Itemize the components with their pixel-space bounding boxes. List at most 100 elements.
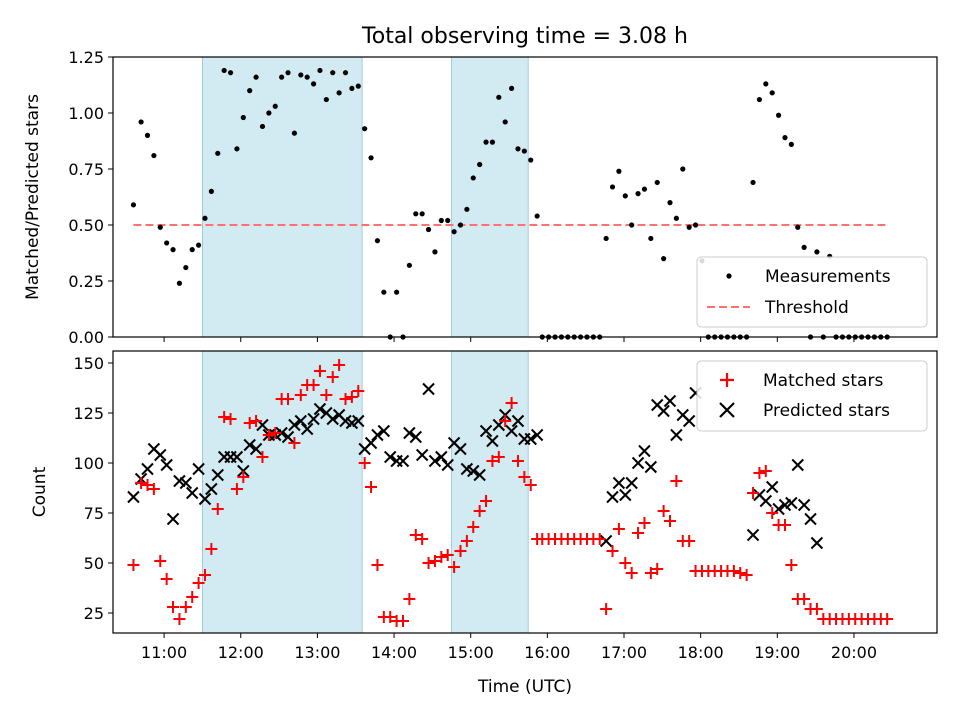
predicted-star-point: [804, 512, 817, 526]
matched-star-point: [612, 523, 625, 535]
predicted-star-point: [281, 430, 295, 444]
chart-title: Total observing time = 3.08 h: [361, 24, 688, 49]
predicted-star-point: [428, 454, 442, 468]
measurement-point: [406, 262, 412, 268]
measurement-point: [814, 249, 820, 255]
predicted-star-point: [638, 444, 651, 458]
predicted-star-point: [294, 414, 308, 428]
measurement-point: [763, 81, 769, 87]
x-tick-label: 15:00: [448, 643, 494, 662]
matched-star-point: [505, 397, 518, 409]
matched-star-point: [593, 533, 606, 545]
x-tick-label: 17:00: [601, 643, 647, 662]
count-y-tick-label: 75: [84, 504, 104, 523]
measurement-point: [496, 94, 502, 100]
matched-star-point: [759, 465, 772, 477]
matched-star-point: [365, 481, 378, 493]
measurement-point: [508, 85, 515, 91]
measurement-point: [342, 70, 349, 76]
measurement-point: [470, 175, 476, 181]
ratio-y-axis-label: Matched/Predicted stars: [23, 94, 43, 300]
measurement-point: [464, 206, 470, 212]
measurement-point: [629, 222, 635, 228]
matched-star-point: [154, 555, 167, 567]
measurement-point: [336, 90, 342, 96]
matched-star-point: [141, 479, 154, 491]
predicted-star-point: [352, 414, 365, 428]
matched-star-point: [881, 613, 894, 625]
x-tick-label: 12:00: [218, 643, 264, 662]
measurement-point: [279, 74, 285, 80]
predicted-star-point: [791, 458, 804, 472]
measurement-point: [750, 179, 756, 186]
predicted-star-point: [612, 476, 626, 490]
matched-star-point: [734, 567, 747, 579]
ratio-y-tick-label: 0.25: [68, 272, 104, 291]
matched-star-point: [657, 505, 670, 517]
measurement-point: [782, 135, 788, 141]
ratio-legend: Measurements Threshold: [696, 256, 928, 328]
predicted-star-point: [473, 468, 486, 482]
predicted-star-point: [198, 492, 212, 506]
measurement-point: [157, 224, 163, 230]
matched-star-point: [422, 557, 435, 569]
count-y-tick-label: 100: [73, 454, 104, 473]
predicted-star-point: [797, 498, 811, 512]
matched-star-point: [416, 533, 429, 545]
matched-star-point: [282, 393, 295, 405]
count-x-axis: 11:00 12:00 13:00 14:00 15:00 16:00 17:00 18:00…: [141, 633, 877, 662]
matched-star-point: [135, 477, 148, 489]
matched-star-point: [460, 535, 473, 547]
matched-star-point: [638, 517, 651, 529]
measurement-point: [457, 222, 464, 228]
measurement-point: [355, 83, 361, 89]
matched-star-point: [625, 567, 638, 579]
predicted-star-point: [403, 426, 416, 440]
matched-star-point: [396, 615, 409, 627]
measurement-point: [692, 222, 699, 228]
measurement-point: [648, 235, 654, 242]
legend-matched-marker: [720, 373, 734, 387]
predicted-star-point: [300, 422, 314, 436]
measurement-point: [304, 74, 310, 80]
ratio-y-tick-label: 0.00: [68, 328, 104, 347]
matched-stars-layer: [127, 359, 894, 627]
measurement-point: [259, 123, 266, 130]
predicted-star-point: [230, 450, 244, 464]
matched-star-point: [409, 529, 422, 541]
matched-star-point: [644, 567, 657, 579]
matched-star-point: [600, 603, 613, 615]
matched-star-point: [237, 471, 250, 483]
measurement-point: [227, 70, 234, 76]
measurement-point: [534, 213, 540, 219]
predicted-star-point: [663, 394, 677, 408]
measurement-point: [298, 72, 304, 78]
predicted-star-point: [530, 428, 544, 442]
matched-star-point: [651, 563, 664, 575]
legend-measurements-label: Measurements: [765, 267, 891, 287]
predicted-star-point: [377, 424, 391, 438]
matched-star-point: [345, 391, 358, 403]
predicted-star-point: [479, 424, 493, 438]
matched-star-point: [147, 483, 160, 495]
legend-measurements-marker: [726, 273, 732, 279]
predicted-star-point: [505, 424, 518, 438]
measurement-point: [195, 242, 202, 248]
matched-star-point: [403, 593, 416, 605]
measurement-point: [221, 67, 227, 74]
measurement-point: [445, 217, 451, 224]
predicted-star-point: [467, 464, 480, 478]
measurement-point: [164, 240, 170, 246]
matched-star-point: [256, 451, 269, 463]
matched-star-point: [205, 543, 218, 555]
ratio-y-tick-label: 1.00: [68, 104, 104, 123]
matched-star-point: [473, 505, 486, 517]
measurement-point: [176, 280, 183, 286]
legend-predicted-label: Predicted stars: [763, 401, 890, 421]
predicted-star-point: [313, 402, 327, 416]
measurement-point: [477, 161, 483, 168]
count-y-axis-label: Count: [30, 466, 50, 517]
measurement-point: [317, 67, 323, 74]
measurement-point: [413, 211, 419, 217]
